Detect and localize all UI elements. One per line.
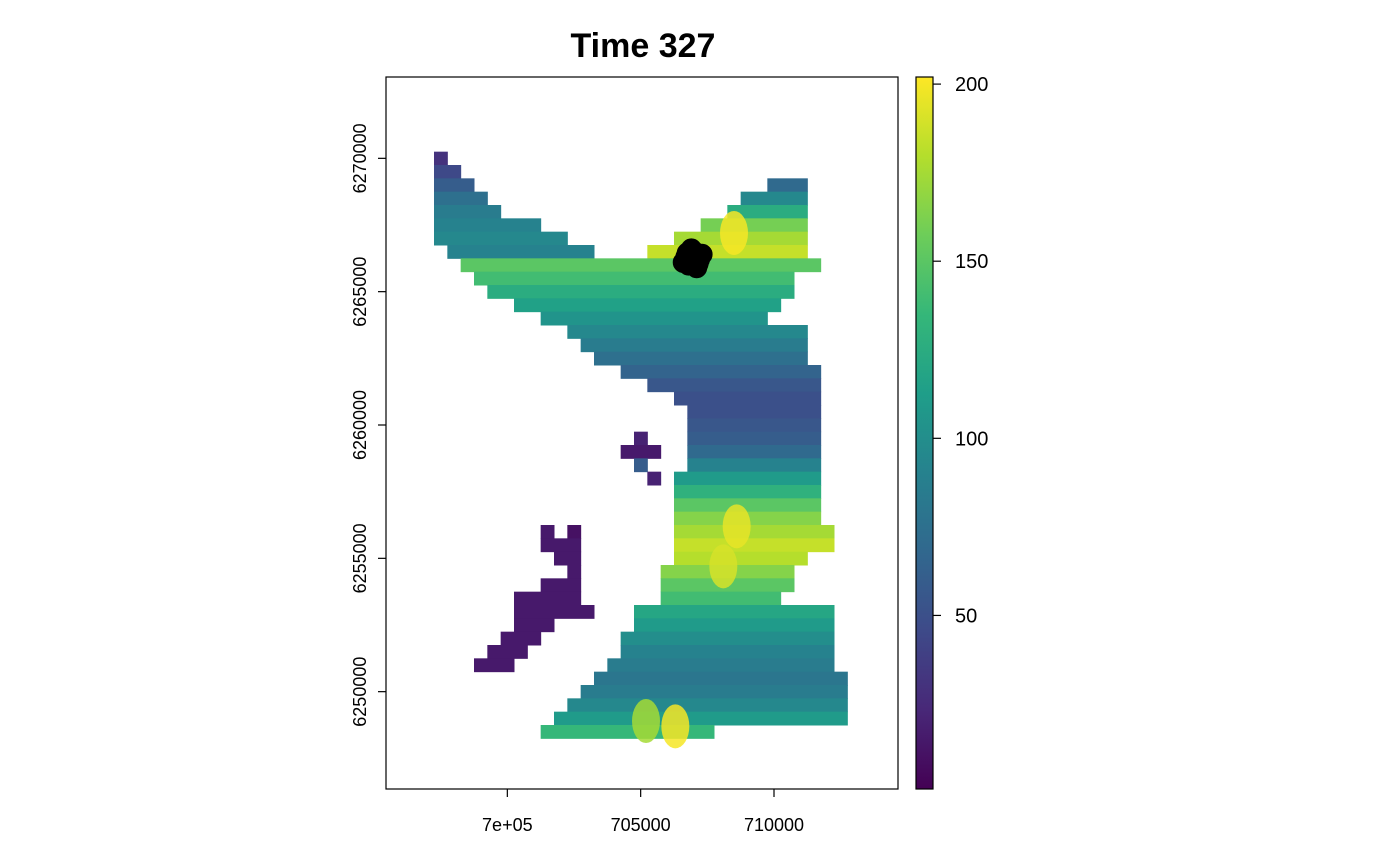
raster-cell-41-0 bbox=[567, 698, 848, 713]
y-tick-label: 6260000 bbox=[350, 390, 370, 460]
hotspot-0 bbox=[720, 211, 748, 255]
raster-cell-18-0 bbox=[674, 391, 822, 406]
raster-cell-7-0 bbox=[447, 245, 595, 259]
raster-cell-23-1 bbox=[687, 458, 822, 473]
raster-cell-6-0 bbox=[434, 231, 568, 246]
y-tick-label: 6255000 bbox=[350, 523, 370, 593]
raster-cell-26-0 bbox=[674, 498, 822, 513]
hotspot-1 bbox=[722, 504, 751, 549]
raster-cell-5-1 bbox=[700, 218, 808, 233]
raster-cell-28-2 bbox=[674, 525, 835, 539]
raster-cell-13-0 bbox=[567, 325, 808, 339]
raster-cell-23-0 bbox=[634, 458, 648, 473]
x-axis: 7e+05 705000 710000 bbox=[482, 789, 804, 835]
raster-cell-39-0 bbox=[594, 671, 848, 686]
raster-cell-9-0 bbox=[474, 271, 795, 286]
raster-cell-24-1 bbox=[674, 471, 822, 486]
colorbar-tick-label: 50 bbox=[955, 605, 977, 627]
chart-title: Time 327 bbox=[571, 27, 716, 65]
colorbar-legend: 50 100 150 200 bbox=[915, 74, 988, 790]
y-axis: 6250000 6255000 6260000 6265000 6270000 bbox=[350, 123, 386, 727]
y-tick-label: 6270000 bbox=[350, 123, 370, 193]
location-point bbox=[676, 242, 698, 264]
raster-cell-35-1 bbox=[634, 618, 835, 633]
raster-cell-33-1 bbox=[660, 591, 782, 606]
raster-cell-3-0 bbox=[434, 191, 488, 206]
raster-cell-42-0 bbox=[554, 711, 848, 726]
raster-cell-33-0 bbox=[514, 591, 582, 606]
hotspot-4 bbox=[632, 699, 660, 743]
colorbar-ramp bbox=[915, 76, 934, 790]
raster-cell-38-0 bbox=[474, 658, 515, 673]
colorbar-tick-label: 200 bbox=[955, 74, 988, 96]
raster-cell-32-0 bbox=[540, 578, 582, 593]
raster-layer bbox=[434, 151, 848, 739]
raster-cell-19-0 bbox=[687, 405, 822, 419]
raster-cell-35-0 bbox=[514, 618, 555, 633]
raster-cell-1-0 bbox=[434, 165, 462, 179]
raster-cell-0-0 bbox=[434, 151, 448, 166]
raster-cell-15-0 bbox=[594, 351, 808, 366]
raster-cell-2-1 bbox=[767, 178, 808, 193]
raster-cell-4-0 bbox=[434, 205, 502, 219]
raster-cell-3-1 bbox=[740, 191, 808, 206]
raster-cell-37-1 bbox=[620, 645, 835, 659]
raster-cell-4-1 bbox=[727, 205, 808, 219]
raster-cell-38-1 bbox=[607, 658, 835, 673]
raster-cell-31-0 bbox=[567, 565, 582, 579]
points-layer bbox=[672, 238, 713, 279]
raster-cell-28-1 bbox=[567, 525, 582, 539]
raster-cell-22-0 bbox=[620, 445, 662, 459]
raster-cell-30-1 bbox=[674, 551, 808, 566]
hotspot-2 bbox=[709, 544, 738, 589]
raster-cell-20-0 bbox=[687, 418, 822, 433]
raster-cell-36-1 bbox=[620, 631, 835, 646]
colorbar-tick-label: 150 bbox=[955, 251, 988, 273]
raster-cell-12-0 bbox=[540, 311, 768, 326]
raster-cell-29-1 bbox=[674, 538, 835, 553]
raster-cell-36-0 bbox=[500, 631, 542, 646]
raster-cell-37-0 bbox=[487, 645, 528, 659]
y-tick-label: 6250000 bbox=[350, 657, 370, 727]
raster-cell-17-0 bbox=[647, 378, 822, 393]
y-tick-label: 6265000 bbox=[350, 257, 370, 327]
raster-cell-5-0 bbox=[434, 218, 542, 233]
plot-frame bbox=[385, 76, 899, 790]
raster-cell-21-1 bbox=[687, 431, 822, 446]
raster-cell-14-0 bbox=[580, 338, 808, 353]
raster-cell-10-0 bbox=[487, 285, 795, 299]
x-tick-label: 705000 bbox=[611, 815, 671, 835]
raster-cell-24-0 bbox=[647, 471, 662, 486]
raster-cell-34-1 bbox=[634, 605, 835, 619]
x-tick-label: 710000 bbox=[744, 815, 804, 835]
raster-cell-16-0 bbox=[620, 365, 822, 379]
x-tick-label: 7e+05 bbox=[482, 815, 533, 835]
hotspot-layer bbox=[632, 211, 751, 749]
raster-cell-40-0 bbox=[580, 685, 848, 699]
raster-cell-29-0 bbox=[540, 538, 582, 553]
raster-cell-28-0 bbox=[540, 525, 555, 539]
raster-cell-30-0 bbox=[554, 551, 582, 566]
raster-cell-2-0 bbox=[434, 178, 475, 193]
raster-cell-11-0 bbox=[514, 298, 782, 313]
colorbar-tick-label: 100 bbox=[955, 428, 988, 450]
raster-cell-25-0 bbox=[674, 485, 822, 499]
raster-cell-21-0 bbox=[634, 431, 648, 446]
raster-cell-34-0 bbox=[514, 605, 595, 619]
raster-cell-22-1 bbox=[687, 445, 822, 459]
hotspot-3 bbox=[661, 704, 690, 749]
raster-cell-8-0 bbox=[460, 258, 822, 273]
